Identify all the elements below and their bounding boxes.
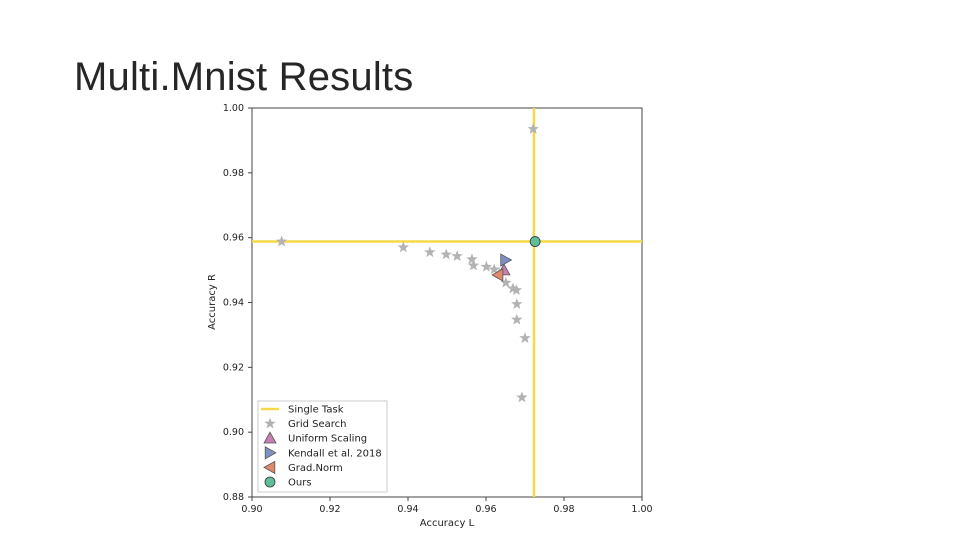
y-tick-label: 0.92 [223,362,244,373]
legend-label: Kendall et al. 2018 [288,448,382,459]
grid-search-point [516,391,528,403]
x-tick-label: 0.90 [241,504,262,515]
grid-search-point [511,313,523,325]
grid-search-point [397,241,409,253]
kendall-et-al-2018-point [500,253,513,267]
grad-norm-point [491,268,504,282]
grid-search-point [467,259,480,271]
y-tick-label: 0.90 [223,427,244,438]
x-tick-label: 0.94 [397,504,418,515]
legend-label: Uniform Scaling [288,434,367,445]
grid-search-point [519,332,531,343]
y-tick-label: 0.88 [223,492,244,503]
legend-box [257,400,388,493]
x-tick-label: 1.00 [631,504,652,515]
grid-search-point [527,123,539,134]
grid-search-point [480,260,493,272]
grid-search-point [510,284,523,295]
grid-search-point [275,235,288,247]
legend-label: Ours [288,478,312,489]
ours-point [529,236,541,247]
legend-swatch [264,446,277,460]
grid-search-point [451,250,463,261]
y-axis-label: Accuracy R [207,274,218,330]
grid-search-point [507,282,519,294]
grid-search-point [511,298,523,309]
slide-title: Multi.Mnist Results [74,55,414,99]
grid-search-point [466,253,478,265]
x-tick-label: 0.92 [319,504,340,515]
y-tick-label: 0.98 [223,168,244,179]
x-tick-label: 0.96 [475,504,496,515]
legend-swatch [263,460,276,475]
x-axis-label: Accuracy L [420,518,475,529]
legend-swatch [264,476,276,488]
legend-label: Grad.Norm [288,463,343,474]
legend-label: Grid Search [288,419,347,430]
y-tick-label: 0.96 [223,233,244,244]
grid-search-point [488,263,500,275]
grid-search-point [440,248,452,260]
grid-search-point [500,276,512,288]
y-tick-label: 1.00 [223,103,244,114]
grid-search-point [424,246,436,258]
legend-label: Single Task [288,405,344,416]
legend-swatch [263,431,277,444]
legend-swatch [264,417,276,429]
y-tick-label: 0.94 [223,298,244,309]
legend: Single Task Grid Search Uniform Scaling Ken… [257,400,388,493]
x-tick-label: 0.98 [553,504,574,515]
